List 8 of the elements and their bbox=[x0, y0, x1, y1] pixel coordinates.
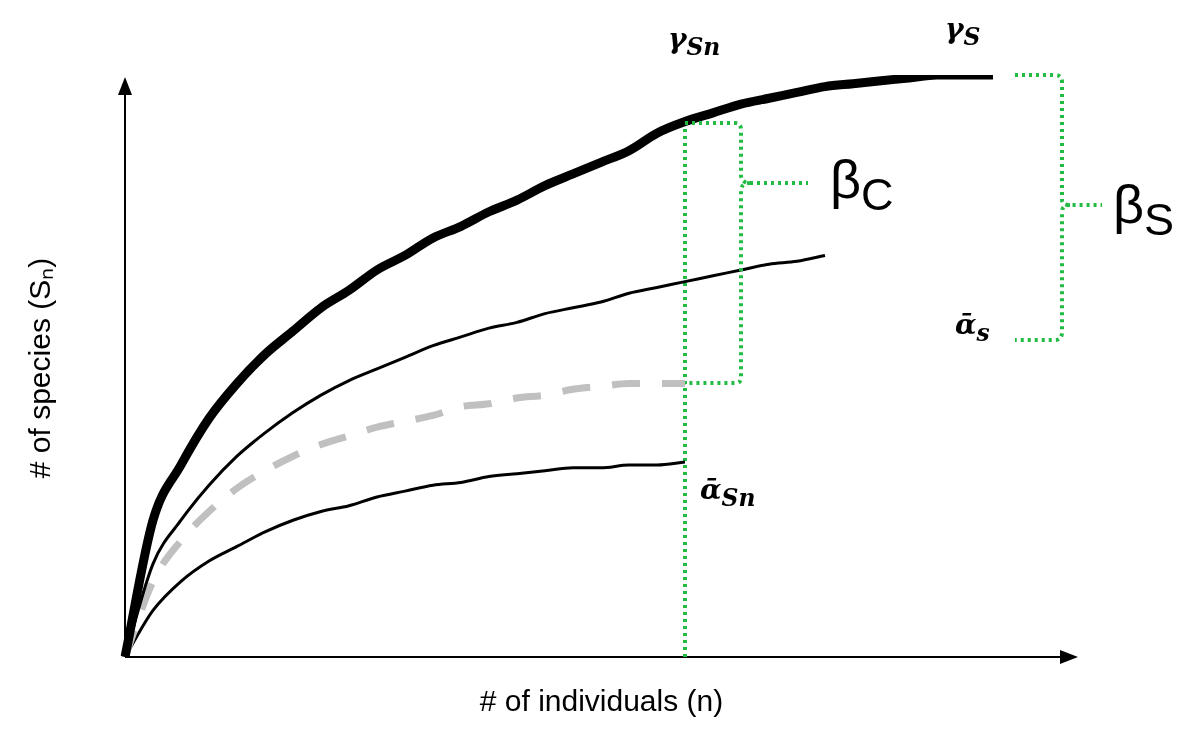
x-axis-title: # of individuals (n) bbox=[478, 684, 725, 718]
text: β$_{S}$ bbox=[1113, 173, 1175, 246]
annotation: ᾱ$_{Sn}$ bbox=[700, 473, 756, 512]
y-axis-title: # of species (Sₙ) bbox=[21, 257, 57, 479]
annotation: ᾱ$_{s}$ bbox=[955, 308, 990, 347]
text: γ$_{Sn}$ bbox=[668, 22, 721, 61]
annotation: β$_{C}$ bbox=[830, 148, 894, 221]
text: γ$_{S}$ bbox=[945, 12, 981, 51]
